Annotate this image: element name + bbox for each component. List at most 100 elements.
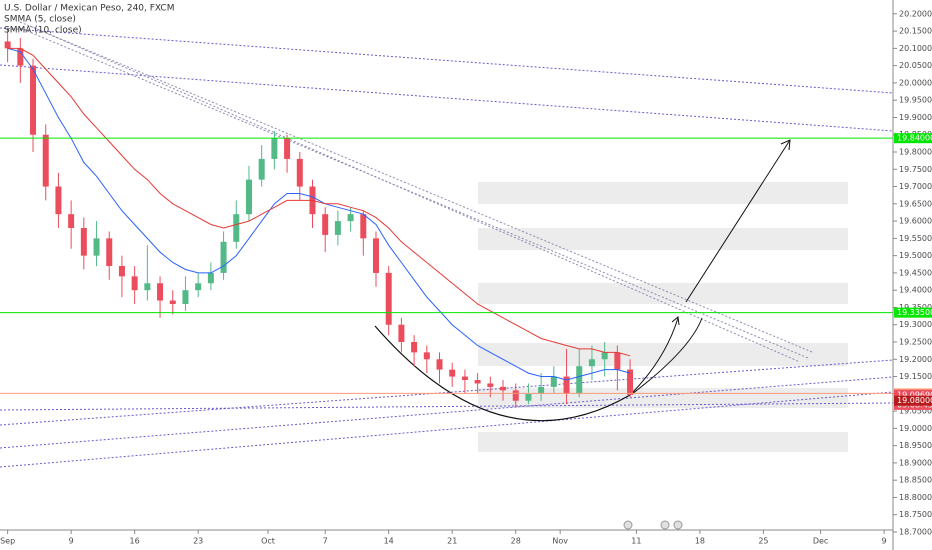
candle-body: [322, 214, 329, 235]
arrow: [631, 317, 703, 395]
zone: [478, 228, 848, 250]
price-label-bg: [894, 389, 932, 400]
y-tick-label: 18.75000: [899, 510, 932, 519]
y-tick-label: 19.40000: [899, 286, 932, 295]
price-label-bg: [894, 307, 932, 318]
event-icon: [623, 520, 633, 530]
time-axis: [0, 530, 893, 550]
y-tick-label: 19.60000: [899, 217, 932, 226]
candle-body: [385, 272, 392, 325]
candle-body: [373, 238, 379, 273]
candle-body: [144, 283, 151, 291]
x-tick-label: Dec: [813, 537, 828, 546]
trend-line: [19, 21, 813, 353]
event-icon: [673, 520, 683, 530]
y-tick-label: 19.30000: [899, 320, 932, 329]
candle-body: [296, 158, 303, 187]
drawings: [0, 21, 894, 468]
zone: [478, 182, 848, 204]
price-label: 19.09690: [897, 390, 932, 399]
candles: [4, 27, 634, 408]
candle-body: [68, 214, 75, 228]
x-tick-label: 9: [69, 537, 74, 546]
y-tick-label: 20.15000: [899, 27, 932, 36]
candle-body: [106, 238, 113, 266]
indicator-lines: [7, 47, 631, 381]
y-tick-label: 19.25000: [899, 338, 932, 347]
candle-body: [538, 386, 545, 394]
legend-entry: SMMA (5, close): [4, 15, 76, 25]
y-tick-label: 18.70000: [899, 528, 932, 537]
candle-body: [347, 214, 354, 222]
x-tick-label: 14: [384, 537, 394, 546]
arrow-head: [671, 316, 680, 326]
y-tick-label: 19.50000: [899, 251, 932, 260]
y-tick-label: 19.00000: [899, 424, 932, 433]
x-tick-label: Nov: [552, 537, 568, 546]
candle-body: [627, 369, 634, 395]
candle-body: [576, 366, 583, 394]
y-tick-label: 19.55000: [899, 234, 932, 243]
y-tick-label: 19.70000: [899, 182, 932, 191]
trend-line: [0, 64, 894, 132]
price-label: 19.08000: [897, 396, 932, 405]
y-tick-label: 19.45000: [899, 268, 932, 277]
trend-line: [0, 391, 894, 468]
candle-body: [512, 390, 519, 401]
candle-body: [474, 380, 481, 384]
x-tick-label: 16: [130, 537, 140, 546]
y-tick-label: 19.65000: [899, 199, 932, 208]
price-label: 19.33500: [897, 308, 932, 317]
horizontal-lines: [0, 137, 893, 394]
trend-line: [0, 376, 894, 449]
x-tick-label: 23: [193, 537, 203, 546]
y-tick-label: 19.75000: [899, 165, 932, 174]
candle-body: [601, 352, 608, 360]
price-label-bg: [894, 133, 932, 144]
y-tick-label: 18.95000: [899, 441, 932, 450]
candle-body: [284, 138, 291, 159]
curve: [374, 325, 631, 422]
candle-body: [550, 376, 557, 387]
candle-body: [461, 376, 468, 380]
y-tick-label: 19.95000: [899, 96, 932, 105]
x-tick-label: 25: [758, 537, 768, 546]
x-tick-label: 7: [323, 537, 328, 546]
legend-entry: SMMA (10, close): [4, 26, 82, 36]
candle-body: [233, 214, 240, 242]
candle-body: [525, 393, 532, 401]
trend-line: [0, 27, 894, 94]
candle-body: [360, 214, 367, 239]
candle-body: [436, 359, 443, 370]
candle-body: [258, 158, 265, 180]
candle-body: [80, 228, 87, 256]
candle-body: [55, 186, 62, 215]
smma-line: [7, 47, 631, 357]
y-tick-label: 19.80000: [899, 148, 932, 157]
candle-body: [17, 48, 24, 66]
zone: [478, 283, 848, 304]
price-label: 19.84000: [897, 134, 932, 143]
candle-body: [157, 283, 164, 301]
candle-body: [169, 300, 176, 304]
event-icons: [623, 520, 683, 530]
x-tick-label: Sep: [0, 537, 15, 546]
x-tick-label: 9: [882, 537, 887, 546]
candle-body: [220, 241, 227, 273]
candle-body: [500, 386, 507, 391]
legend: U.S. Dollar / Mexican Peso, 240, FXCM SM…: [4, 4, 175, 36]
y-tick-label: 18.90000: [899, 458, 932, 467]
arrow: [685, 139, 791, 303]
x-tick-label: 11: [631, 537, 641, 546]
candle-body: [245, 179, 252, 215]
candle-body: [207, 272, 214, 284]
candle-body: [398, 324, 405, 342]
arrow-head: [780, 139, 791, 151]
candle-body: [487, 383, 494, 387]
x-tick-label: 18: [695, 537, 705, 546]
candle-body: [195, 283, 202, 291]
y-tick-label: 18.85000: [899, 476, 932, 485]
